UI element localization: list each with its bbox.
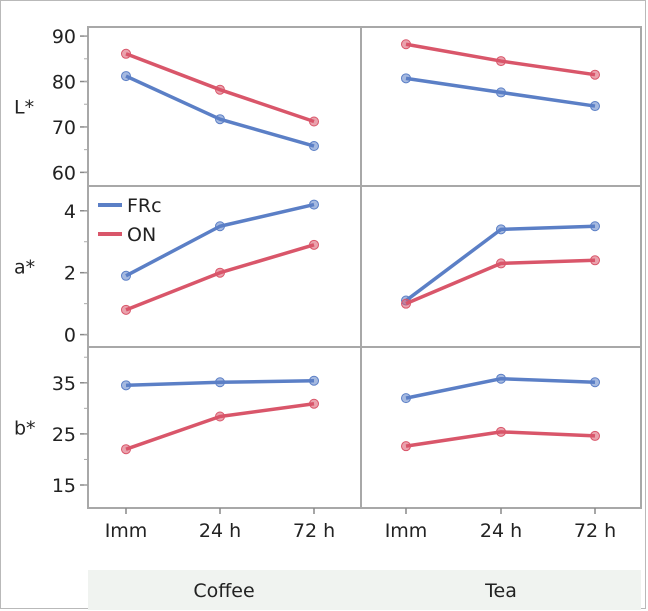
data-layer [121,39,600,455]
data-point-on-lstar-coffee [309,116,319,127]
data-point-on-lstar-coffee [121,48,131,59]
panel-grid [80,26,642,514]
data-point-frc-lstar-coffee [121,71,131,82]
data-point-on-bstar-tea [496,426,506,437]
data-point-frc-astar-tea [590,221,600,232]
data-point-frc-astar-coffee [309,199,319,210]
x-tick-label: Imm [385,520,428,542]
group-label-coffee: Coffee [193,580,254,602]
data-point-frc-lstar-coffee [309,141,319,152]
data-point-on-bstar-tea [590,430,600,441]
data-point-frc-bstar-tea [401,393,411,404]
y-tick-label-bstar: 35 [52,373,76,395]
data-point-on-lstar-tea [496,56,506,67]
data-point-frc-lstar-tea [590,101,600,112]
row-label-bstar: b* [14,418,36,440]
data-point-on-bstar-coffee [121,444,131,455]
y-tick-label-lstar: 80 [52,72,76,94]
data-point-frc-astar-coffee [121,270,131,281]
y-tick-label-astar: 2 [64,263,76,285]
row-label-lstar: L* [14,97,34,119]
data-point-on-astar-tea [590,255,600,266]
data-point-on-astar-tea [496,258,506,269]
data-point-frc-lstar-tea [401,73,411,84]
y-tick-label-lstar: 90 [52,26,76,48]
data-point-on-lstar-tea [401,39,411,50]
data-point-on-astar-coffee [121,304,131,315]
data-point-on-astar-coffee [215,267,225,278]
data-point-frc-bstar-tea [590,377,600,388]
y-tick-label-bstar: 25 [52,424,76,446]
data-point-on-lstar-tea [590,69,600,80]
x-tick-label: 72 h [293,520,335,542]
y-tick-label-astar: 0 [64,325,76,347]
data-point-on-lstar-coffee [215,84,225,95]
data-point-on-astar-tea [401,298,411,309]
x-tick-label: 24 h [199,520,241,542]
data-point-on-bstar-coffee [309,398,319,409]
data-point-frc-bstar-tea [496,373,506,384]
x-tick-label: 72 h [574,520,616,542]
x-tick-label: Imm [105,520,148,542]
data-point-on-bstar-coffee [215,411,225,422]
data-point-on-bstar-tea [401,441,411,452]
y-tick-label-lstar: 60 [52,162,76,184]
data-point-on-astar-coffee [309,239,319,250]
y-tick-label-lstar: 70 [52,117,76,139]
data-point-frc-bstar-coffee [309,375,319,386]
legend: FRc ON [98,195,162,246]
group-label-band [88,570,641,610]
data-point-frc-lstar-tea [496,87,506,98]
data-point-frc-lstar-coffee [215,114,225,125]
row-label-astar: a* [14,257,35,279]
data-point-frc-astar-tea [496,224,506,235]
data-point-frc-bstar-coffee [121,380,131,391]
panel-bstar-coffee [87,346,362,509]
series-line-on-bstar-coffee [125,401,315,451]
data-point-frc-bstar-coffee [215,377,225,388]
y-tick-label-astar: 4 [64,201,76,223]
legend-label-frc: FRc [127,195,162,217]
y-tick-label-bstar: 15 [52,475,76,497]
x-tick-label: 24 h [480,520,522,542]
group-label-tea: Tea [484,580,517,602]
legend-label-on: ON [127,224,156,246]
data-point-frc-astar-coffee [215,221,225,232]
